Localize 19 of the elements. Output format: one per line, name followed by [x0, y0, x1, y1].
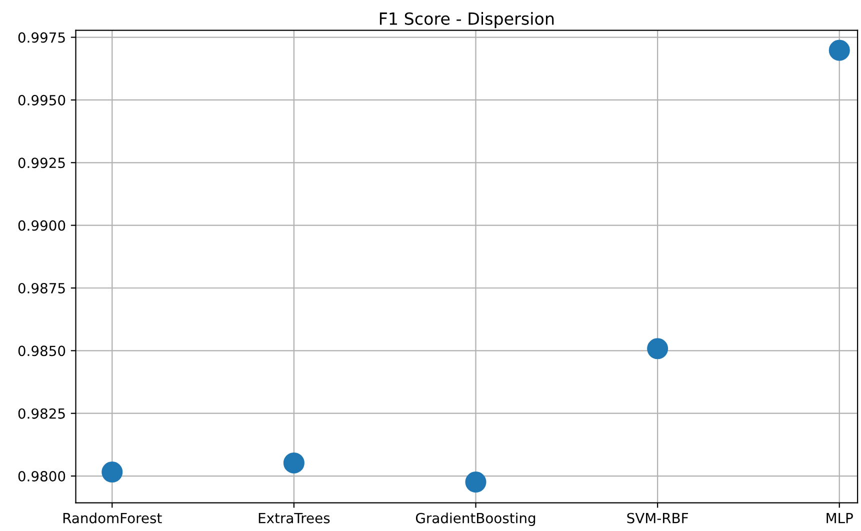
y-tick-label: 0.9900 — [18, 220, 66, 231]
y-tick-label: 0.9975 — [18, 32, 65, 43]
y-tick-label: 0.9925 — [18, 158, 65, 168]
x-tick-label: GradientBoosting — [416, 512, 536, 526]
point — [102, 462, 123, 483]
y-tick-label: 0.9800 — [18, 471, 66, 482]
x-tick-label: SVM-RBF — [627, 512, 688, 524]
y-tick-label: 0.9950 — [18, 94, 66, 106]
y-tick-label: 0.9825 — [18, 408, 65, 419]
y-tick-label: 0.9875 — [18, 282, 65, 294]
point — [283, 452, 304, 474]
y-tick-label: 0.9850 — [18, 346, 66, 356]
chart-title: F1 Score - Dispersion — [380, 12, 554, 28]
x-tick-label: ExtraTrees — [258, 513, 330, 524]
x-tick-label: MLP — [826, 513, 853, 524]
point — [828, 40, 850, 61]
point — [465, 472, 486, 493]
x-tick-label: RandomForest — [63, 512, 162, 524]
point — [647, 338, 668, 360]
